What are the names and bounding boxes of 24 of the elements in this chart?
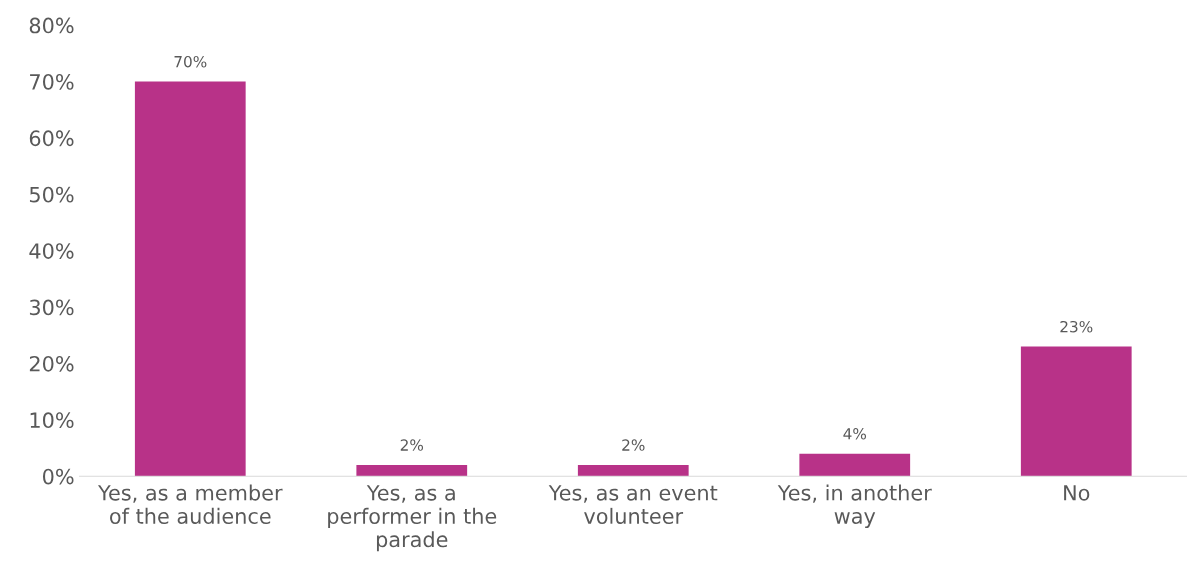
data-label: 2% bbox=[400, 439, 424, 451]
bar bbox=[1020, 346, 1132, 477]
y-tick-label: 50% bbox=[29, 186, 74, 203]
bar bbox=[356, 464, 468, 477]
y-tick-label: 20% bbox=[29, 355, 74, 372]
x-tick-label: Yes, as an event volunteer bbox=[548, 485, 718, 524]
y-tick-label: 80% bbox=[29, 17, 74, 34]
bar bbox=[577, 464, 689, 477]
bar bbox=[134, 81, 246, 477]
y-tick-label: 60% bbox=[29, 130, 74, 147]
x-tick-label: Yes, as a member of the audience bbox=[97, 484, 283, 524]
y-tick-label: 40% bbox=[29, 243, 74, 259]
data-label: 4% bbox=[843, 428, 867, 440]
y-tick-label: 0% bbox=[42, 468, 74, 485]
y-tick-label: 70% bbox=[30, 73, 74, 90]
data-label: 2% bbox=[622, 439, 645, 451]
x-tick-label: Yes, as a performer in the parade bbox=[328, 485, 497, 552]
data-label: 70% bbox=[174, 55, 207, 68]
y-tick-label: 30% bbox=[29, 299, 74, 316]
y-tick-label: 10% bbox=[30, 412, 74, 429]
x-tick-label: No bbox=[1064, 485, 1090, 501]
data-label: 23% bbox=[1060, 320, 1093, 333]
x-tick-label: Yes, in another way bbox=[777, 484, 932, 529]
bar bbox=[799, 453, 911, 477]
